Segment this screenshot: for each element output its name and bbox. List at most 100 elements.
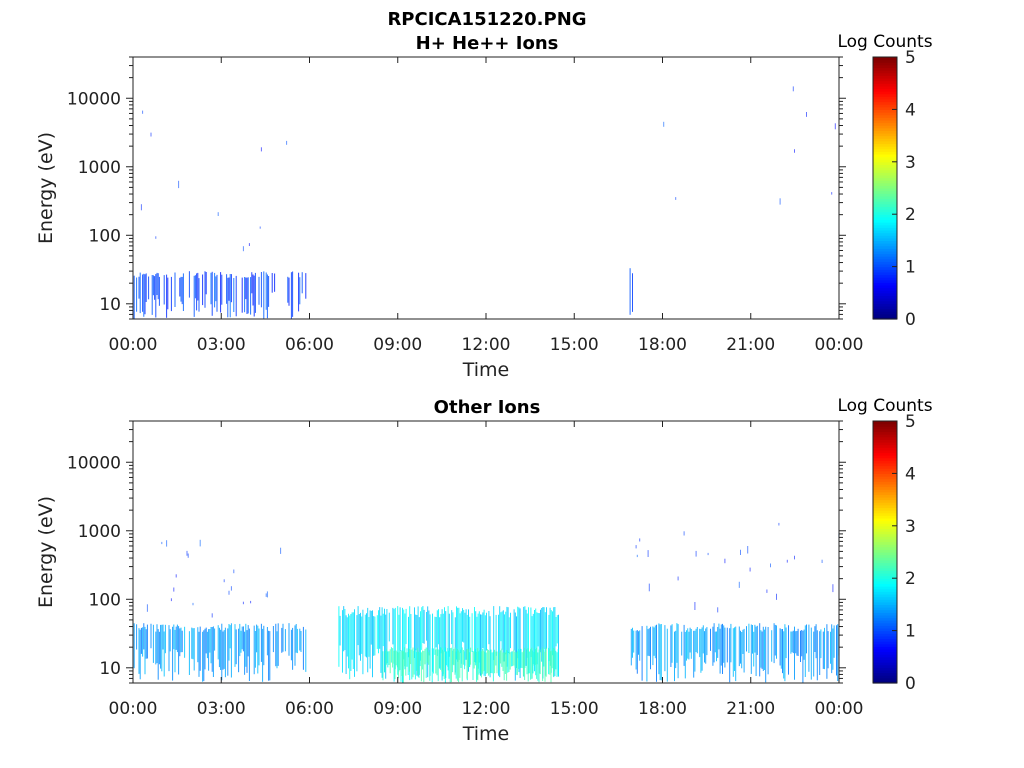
colorbar-swatch bbox=[873, 614, 897, 619]
y-tick-label: 10000 bbox=[67, 453, 121, 473]
colorbar-swatch bbox=[873, 253, 897, 257]
colorbar-swatch bbox=[873, 263, 897, 268]
colorbar-tick-label: 5 bbox=[905, 48, 916, 68]
colorbar-swatch bbox=[873, 538, 897, 543]
colorbar-swatch bbox=[873, 193, 897, 197]
y-tick-label: 100 bbox=[89, 590, 121, 610]
colorbar-swatch bbox=[873, 588, 897, 592]
colorbar-swatch bbox=[873, 562, 897, 566]
colorbar-swatch bbox=[873, 148, 897, 152]
colorbar-swatch bbox=[873, 250, 897, 255]
colorbar-swatch bbox=[873, 72, 897, 76]
colorbar-swatch bbox=[873, 664, 897, 668]
colorbar-swatch bbox=[873, 240, 897, 244]
colorbar-swatch bbox=[873, 57, 897, 61]
colorbar-swatch bbox=[873, 536, 897, 540]
colorbar-tick-label: 5 bbox=[905, 412, 916, 432]
colorbar-swatch bbox=[873, 444, 897, 448]
colorbar-swatch bbox=[873, 290, 897, 294]
colorbar-swatch bbox=[873, 483, 897, 488]
y-axis-label: Energy (eV) bbox=[35, 132, 57, 244]
colorbar-swatch bbox=[873, 528, 897, 532]
colorbar-swatch bbox=[873, 512, 897, 516]
colorbar-swatch bbox=[873, 578, 897, 582]
colorbar-swatch bbox=[873, 85, 897, 90]
colorbar-swatch bbox=[873, 59, 897, 63]
colorbar-swatch bbox=[873, 248, 897, 252]
panel-h-he-ions: H+ He++ Ions 00:00 03:00 06:00 09:00 12:00 15… bbox=[35, 32, 933, 381]
colorbar-swatch bbox=[873, 229, 897, 234]
colorbar-swatch bbox=[873, 206, 897, 210]
colorbar: 0 1 2 3 4 5 bbox=[872, 48, 916, 330]
colorbar-swatch bbox=[873, 575, 897, 579]
x-tick-label: 21:00 bbox=[726, 699, 775, 719]
colorbar-swatch bbox=[873, 266, 897, 270]
colorbar-swatch bbox=[873, 203, 897, 207]
colorbar-swatch bbox=[873, 494, 897, 498]
colorbar-tick-label: 4 bbox=[905, 100, 916, 120]
colorbar-swatch bbox=[873, 101, 897, 105]
colorbar-swatch bbox=[873, 167, 897, 171]
colorbar-swatch bbox=[873, 449, 897, 454]
colorbar-swatch bbox=[873, 630, 897, 634]
colorbar-swatch bbox=[873, 96, 897, 100]
colorbar-swatch bbox=[873, 98, 897, 103]
y-axis-label: Energy (eV) bbox=[35, 496, 57, 608]
colorbar-swatch bbox=[873, 465, 897, 469]
colorbar-swatch bbox=[873, 177, 897, 181]
colorbar-swatch bbox=[873, 274, 897, 278]
colorbar-swatch bbox=[873, 313, 897, 317]
axis-layer: 00:00 03:00 06:00 09:00 12:00 15:00 18:00 21:00… bbox=[67, 420, 864, 719]
colorbar-swatch bbox=[873, 316, 897, 320]
colorbar-swatch bbox=[873, 305, 897, 310]
x-tick-label: 18:00 bbox=[638, 335, 687, 355]
colorbar-swatch bbox=[873, 523, 897, 527]
colorbar-swatch bbox=[873, 109, 897, 113]
x-tick-label: 21:00 bbox=[726, 335, 775, 355]
colorbar-frame bbox=[872, 420, 898, 684]
colorbar-swatch bbox=[873, 190, 897, 194]
axis-layer: 00:00 03:00 06:00 09:00 12:00 15:00 18:00 21:00… bbox=[67, 56, 864, 355]
colorbar-swatch bbox=[873, 669, 897, 674]
x-tick-label: 00:00 bbox=[109, 699, 158, 719]
colorbar-swatch bbox=[873, 625, 897, 629]
colorbar-swatch bbox=[873, 164, 897, 168]
colorbar-swatch bbox=[873, 520, 897, 524]
colorbar-swatch bbox=[873, 662, 897, 666]
colorbar-swatch bbox=[873, 531, 897, 535]
colorbar-swatch bbox=[873, 188, 897, 192]
colorbar-swatch bbox=[873, 421, 897, 425]
colorbar-swatch bbox=[873, 222, 897, 226]
x-axis-label: Time bbox=[462, 723, 510, 745]
colorbar-swatch bbox=[873, 119, 897, 124]
colorbar-swatch bbox=[873, 117, 897, 121]
colorbar-swatch bbox=[873, 311, 897, 315]
colorbar-swatch bbox=[873, 182, 897, 186]
colorbar-swatch bbox=[873, 292, 897, 297]
y-tick-label: 10 bbox=[99, 295, 121, 315]
colorbar-swatch bbox=[873, 656, 897, 661]
colorbar-tick-label: 3 bbox=[905, 517, 916, 537]
colorbar-swatch bbox=[873, 159, 897, 163]
colorbar-swatch bbox=[873, 80, 897, 84]
colorbar-swatch bbox=[873, 219, 897, 223]
colorbar-swatch bbox=[873, 77, 897, 82]
colorbar-swatch bbox=[873, 591, 897, 595]
colorbar-swatch bbox=[873, 67, 897, 71]
colorbar-swatch bbox=[873, 601, 897, 605]
panel-title: H+ He++ Ions bbox=[416, 33, 559, 54]
colorbar-swatch bbox=[873, 627, 897, 632]
x-tick-label: 09:00 bbox=[373, 699, 422, 719]
colorbar-swatch bbox=[873, 507, 897, 511]
colorbar-swatch bbox=[873, 287, 897, 291]
colorbar-swatch bbox=[873, 83, 897, 87]
colorbar-swatch bbox=[873, 70, 897, 74]
y-tick-label: 100 bbox=[89, 226, 121, 246]
colorbar-swatch bbox=[873, 517, 897, 522]
colorbar-swatch bbox=[873, 439, 897, 443]
colorbar-swatch bbox=[873, 169, 897, 173]
colorbar-swatch bbox=[873, 455, 897, 459]
colorbar-swatch bbox=[873, 261, 897, 265]
colorbar-swatch bbox=[873, 232, 897, 236]
